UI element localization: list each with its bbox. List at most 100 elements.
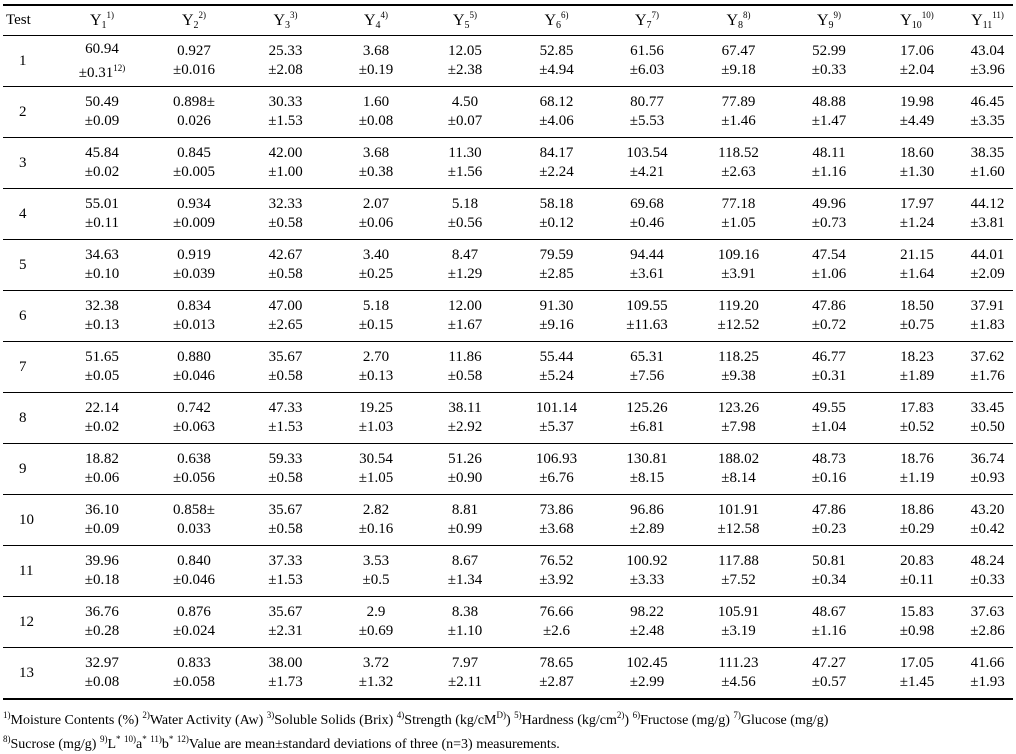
footnote-mark: 8) <box>3 734 11 744</box>
table-cell: 52.85 ±4.94 <box>510 35 603 87</box>
cell-mean: 0.934 <box>177 196 211 212</box>
cell-mean: 118.52 <box>718 145 759 161</box>
cell-sd: ±9.18 <box>721 62 756 78</box>
test-number: 9 <box>3 443 55 495</box>
table-cell: 2.9 ±0.69 <box>332 596 420 648</box>
cell-sd-line: ±0.063 <box>149 418 239 437</box>
header-base: Y <box>452 12 465 29</box>
table-cell: 0.840 ±0.046 <box>149 545 239 597</box>
cell-sd-line: ±0.5 <box>332 571 420 590</box>
cell-mean: 18.82 <box>85 451 119 467</box>
cell-mean: 111.23 <box>718 655 759 671</box>
cell-mean: 35.67 <box>268 349 303 365</box>
cell-mean: 44.01 <box>970 247 1005 263</box>
table-cell: 33.45 ±0.50 <box>962 392 1013 444</box>
table-cell: 48.24 ±0.33 <box>962 545 1013 597</box>
cell-mean: 18.23 <box>900 349 934 365</box>
cell-sd: ±0.18 <box>84 572 120 588</box>
cell-sd-line: ±0.46 <box>603 214 691 233</box>
table-cell: 47.54 ±1.06 <box>786 239 872 291</box>
header-y3: Y33) <box>239 4 332 36</box>
cell-mean: 123.26 <box>717 400 760 416</box>
cell-sd-line: ±0.024 <box>149 622 239 641</box>
cell-mean: 17.83 <box>900 400 934 416</box>
table-cell: 43.20 ±0.42 <box>962 494 1013 546</box>
cell-sd: ±0.99 <box>447 521 483 537</box>
cell-sd: ±2.31 <box>268 623 303 639</box>
header-sub: 9 <box>828 20 834 31</box>
cell-sd-line: ±4.21 <box>603 163 691 182</box>
cell-sd: ±2.48 <box>629 623 665 639</box>
cell-sd: ±0.016 <box>173 62 215 78</box>
table-cell: 42.00 ±1.00 <box>239 137 332 189</box>
cell-sd-line: ±0.29 <box>872 520 962 539</box>
cell-mean: 0.840 <box>177 553 211 569</box>
cell-sd: ±4.21 <box>629 164 665 180</box>
cell-sd: ±0.16 <box>811 470 847 486</box>
header-note: 1) <box>106 10 115 20</box>
header-sub: 3 <box>285 20 291 31</box>
cell-mean: 52.85 <box>539 43 574 59</box>
cell-mean: 18.60 <box>900 145 934 161</box>
cell-sd-line: ±1.03 <box>332 418 420 437</box>
cell-note: 12) <box>113 62 126 73</box>
cell-mean: 46.45 <box>970 94 1005 110</box>
cell-sd-line: ±0.58 <box>239 469 332 488</box>
cell-sd: ±0.25 <box>358 266 394 282</box>
cell-mean: 4.50 <box>451 94 479 110</box>
footnote-mark: 10) <box>124 734 136 744</box>
header-y11: Y1111) <box>962 4 1013 36</box>
cell-sd-line: ±1.19 <box>872 469 962 488</box>
table-cell: 0.834 ±0.013 <box>149 290 239 342</box>
header-y8: Y88) <box>691 4 786 36</box>
cell-mean: 17.05 <box>900 655 934 671</box>
cell-sd: ±2.11 <box>448 674 482 690</box>
cell-sd: ±0.31 <box>811 368 847 384</box>
table-cell: 51.26 ±0.90 <box>420 443 510 495</box>
table-cell: 5.18 ±0.56 <box>420 188 510 240</box>
cell-sd: ±7.52 <box>721 572 756 588</box>
cell-sd-line: ±0.52 <box>872 418 962 437</box>
table-cell: 60.94 ±0.3112) <box>55 35 149 87</box>
cell-sd-line: ±1.16 <box>786 163 872 182</box>
cell-sd: ±0.16 <box>358 521 394 537</box>
table-cell: 61.56 ±6.03 <box>603 35 691 87</box>
cell-mean: 8.81 <box>451 502 479 518</box>
cell-sd-line: ±3.61 <box>603 265 691 284</box>
cell-mean: 3.68 <box>362 145 390 161</box>
cell-sd-line: ±0.33 <box>786 61 872 80</box>
cell-sd: ±2.86 <box>970 623 1005 639</box>
cell-mean: 0.876 <box>177 604 211 620</box>
cell-sd-line: ±1.06 <box>786 265 872 284</box>
cell-mean: 44.12 <box>970 196 1005 212</box>
test-number: 8 <box>3 392 55 444</box>
table-cell: 44.01 ±2.09 <box>962 239 1013 291</box>
header-sub: 11 <box>982 20 993 31</box>
table-cell: 46.77 ±0.31 <box>786 341 872 393</box>
table-cell: 22.14 ±0.02 <box>55 392 149 444</box>
cell-sd-line: ±1.00 <box>239 163 332 182</box>
cell-mean: 96.86 <box>630 502 664 518</box>
cell-mean: 0.833 <box>177 655 211 671</box>
table-cell: 109.55 ±11.63 <box>603 290 691 342</box>
table-row: 1 60.94 ±0.3112) 0.927 ±0.016 25.33 ±2.08 3.68 ±… <box>3 35 1013 87</box>
cell-sd-line: ±1.45 <box>872 673 962 692</box>
cell-sd-line: ±1.47 <box>786 112 872 131</box>
table-cell: 58.18 ±0.12 <box>510 188 603 240</box>
cell-sd-line: ±0.56 <box>420 214 510 233</box>
table-cell: 103.54 ±4.21 <box>603 137 691 189</box>
footnote-text: Moisture Contents (%) <box>10 713 143 728</box>
cell-sd-line: ±0.016 <box>149 61 239 80</box>
cell-mean: 43.20 <box>970 502 1005 518</box>
table-cell: 21.15 ±1.64 <box>872 239 962 291</box>
cell-sd-line: 0.026 <box>149 112 239 131</box>
cell-sd-line: ±4.49 <box>872 112 962 131</box>
cell-sd: ±2.6 <box>543 623 570 639</box>
cell-sd-line: ±1.10 <box>420 622 510 641</box>
cell-mean: 50.49 <box>85 94 119 110</box>
cell-sd-line: ±1.64 <box>872 265 962 284</box>
cell-sd: ±0.08 <box>84 674 120 690</box>
table-cell: 45.84 ±0.02 <box>55 137 149 189</box>
table-cell: 11.30 ±1.56 <box>420 137 510 189</box>
table-cell: 0.927 ±0.016 <box>149 35 239 87</box>
